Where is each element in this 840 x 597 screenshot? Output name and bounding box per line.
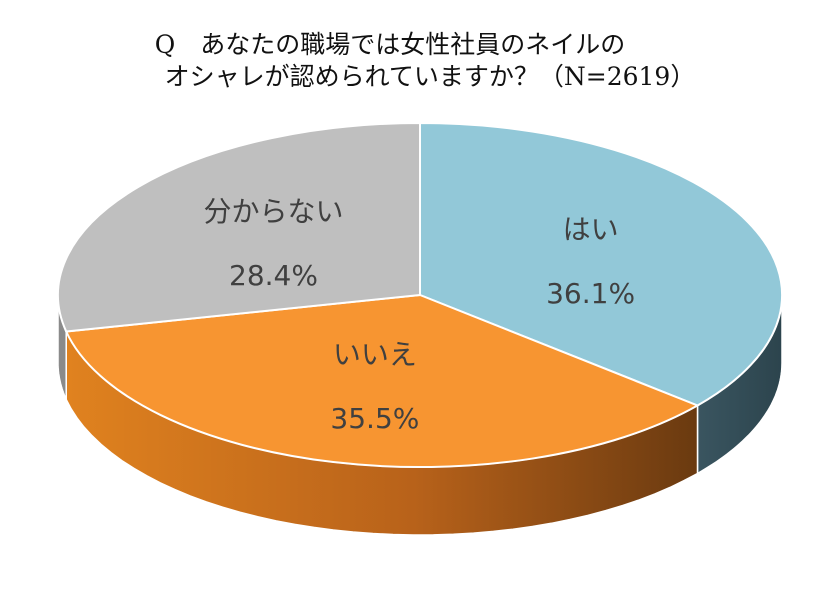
chart-title-line2: オシャレが認められていますか？（N=2619） <box>164 62 696 91</box>
chart-title-line1: Q あなたの職場では女性社員のネイルの <box>154 30 626 59</box>
slice-label-unknown: 分からない <box>203 195 343 228</box>
slice-label-no: いいえ <box>333 338 417 371</box>
slice-unknown <box>56 121 421 333</box>
slice-label-yes: はい <box>563 213 619 246</box>
slice-yes <box>419 121 784 407</box>
slice-value-unknown: 28.4% <box>229 259 318 292</box>
slice-value-yes: 36.1% <box>546 277 635 310</box>
slice-no <box>64 293 700 469</box>
slice-value-no: 35.5% <box>330 402 419 435</box>
